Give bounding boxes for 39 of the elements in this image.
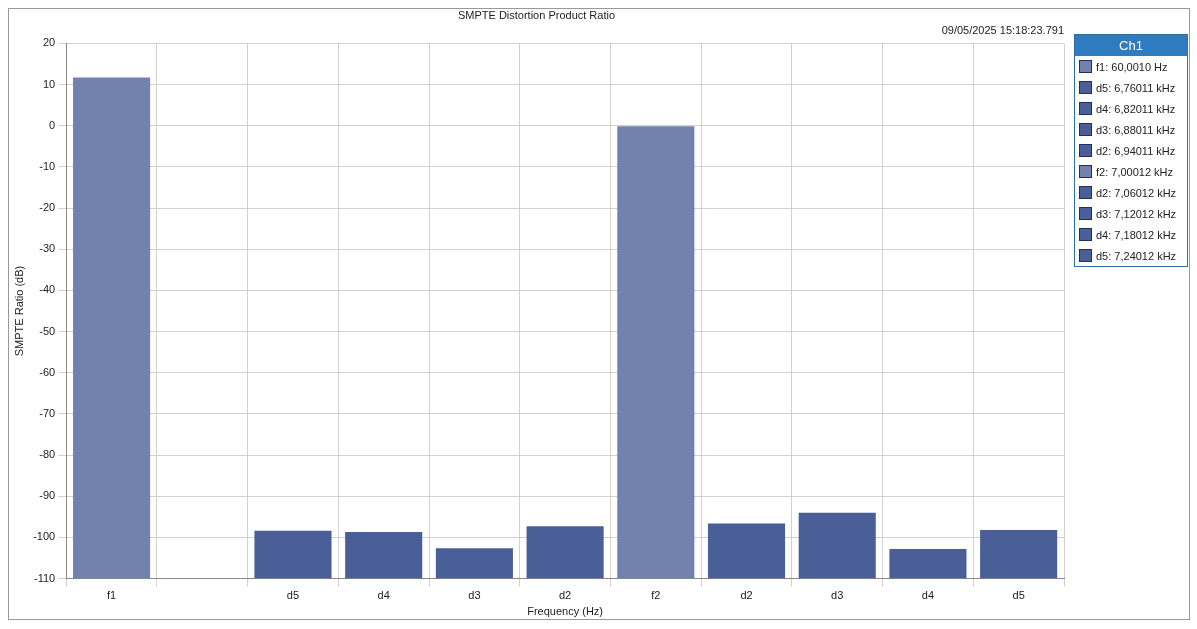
y-tick-label: -50 xyxy=(39,324,56,337)
y-axis-title: SMPTE Ratio (dB) xyxy=(12,265,25,357)
legend-label: f2: 7,00012 kHz xyxy=(1096,165,1174,178)
x-tick-label: d5 xyxy=(286,589,300,602)
y-tick-label: -30 xyxy=(39,242,56,255)
y-tick-label: -110 xyxy=(34,571,56,584)
legend-title: Ch1 xyxy=(1075,35,1187,56)
legend-label: d2: 6,94011 kHz xyxy=(1096,144,1176,157)
legend-label: d5: 7,24012 kHz xyxy=(1096,249,1177,262)
legend-label: d5: 6,76011 kHz xyxy=(1096,81,1176,94)
x-tick-label: d4 xyxy=(921,589,935,602)
y-tick-label: 20 xyxy=(42,36,56,49)
y-tick-label: 10 xyxy=(42,77,56,90)
y-tick-label: -90 xyxy=(39,489,56,502)
x-axis-title: Frequency (Hz) xyxy=(527,605,604,618)
legend-label: d3: 7,12012 kHz xyxy=(1096,207,1177,220)
chart-subtitle: 09/05/2025 15:18:23.791 xyxy=(941,23,1064,36)
x-tick-label: d4 xyxy=(377,589,390,602)
x-tick-label: d2 xyxy=(740,589,753,602)
y-tick-label: -20 xyxy=(39,201,56,214)
legend-label: d4: 7,18012 kHz xyxy=(1096,228,1177,241)
x-tick-label: f1 xyxy=(106,589,117,602)
x-tick-label: d3 xyxy=(831,589,844,602)
legend-label: d2: 7,06012 kHz xyxy=(1096,186,1177,199)
chart-title: SMPTE Distortion Product Ratio xyxy=(457,8,616,21)
x-tick-label: d5 xyxy=(1012,589,1025,602)
legend-label: d3: 6,88011 kHz xyxy=(1096,123,1176,136)
y-tick-label: 0 xyxy=(49,118,56,131)
x-tick-label: d2 xyxy=(558,589,572,602)
legend-label: f1: 60,0010 Hz xyxy=(1096,60,1168,73)
y-tick-label: -80 xyxy=(39,448,56,461)
x-tick-label: f2 xyxy=(651,589,661,602)
y-tick-label: -60 xyxy=(39,365,56,378)
x-tick-label: d3 xyxy=(468,589,481,602)
y-tick-label: -100 xyxy=(33,530,56,543)
legend-label: d4: 6,82011 kHz xyxy=(1096,102,1176,115)
y-tick-label: -10 xyxy=(39,159,56,172)
y-tick-label: -70 xyxy=(39,406,56,419)
y-tick-label: -40 xyxy=(39,283,56,296)
